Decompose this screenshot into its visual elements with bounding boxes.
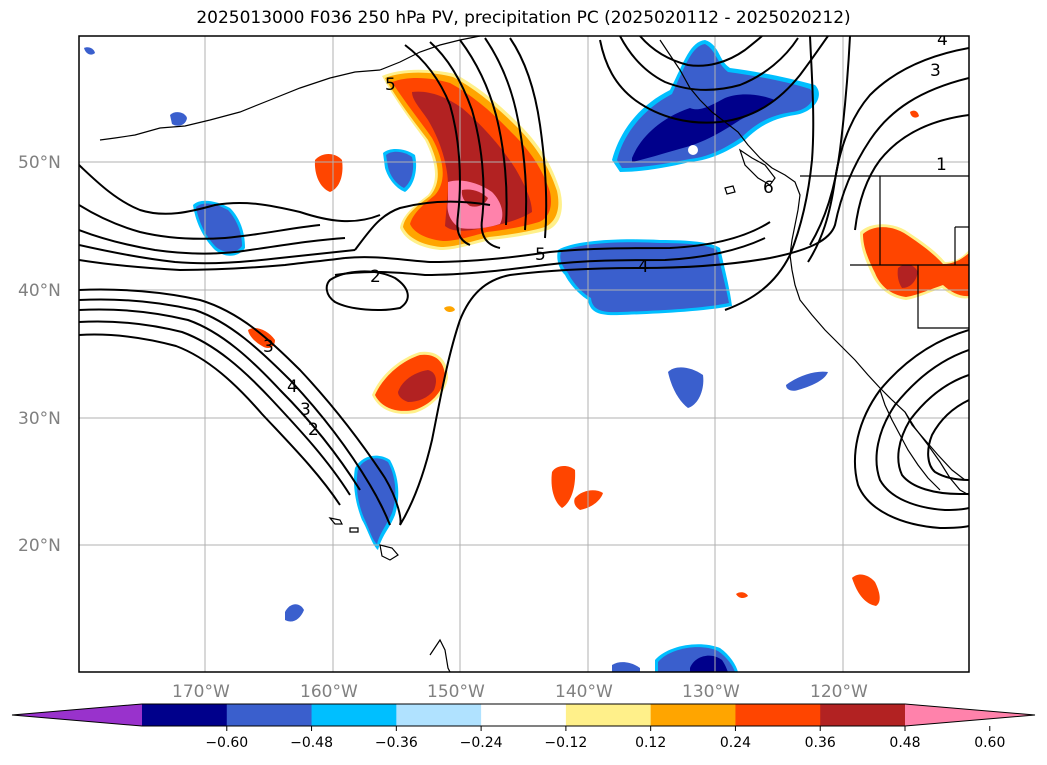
- lat-label-20n: 20°N: [18, 536, 61, 556]
- contour-label-3: 3: [300, 400, 311, 420]
- colorbar-segment: [226, 704, 313, 726]
- colorbar-tick-label: 0.12: [635, 735, 666, 751]
- colorbar-segment: [396, 704, 482, 726]
- contour-label-6: 6: [763, 178, 774, 198]
- colorbar: −0.60 −0.48 −0.36 −0.24 −0.12 0.12 0.24 0.36 0.4…: [11, 703, 1036, 751]
- colorbar-tick-label: −0.24: [460, 735, 503, 751]
- longitude-labels: 170°W 160°W 150°W 140°W 130°W 120°W: [172, 682, 868, 702]
- lon-label-120w: 120°W: [810, 682, 868, 702]
- contour-labels: 2 3 4 5 6 1 2 3 4 5 4 3: [263, 30, 948, 440]
- coastlines: [99, 36, 969, 672]
- colorbar-tick-label: 0.36: [805, 735, 836, 751]
- colorbar-extend-low: [12, 704, 142, 726]
- contour-label-3b: 3: [930, 61, 941, 81]
- contour-label-3c: 3: [263, 337, 274, 357]
- contour-label-1: 1: [936, 155, 947, 175]
- contour-label-2: 2: [370, 267, 381, 287]
- lat-label-40n: 40°N: [18, 281, 61, 301]
- colorbar-tick-label: −0.48: [290, 735, 333, 751]
- colorbar-tick-label: 0.24: [720, 735, 751, 751]
- lat-label-30n: 30°N: [18, 409, 61, 429]
- lon-label-130w: 130°W: [682, 682, 740, 702]
- colorbar-segment: [481, 704, 567, 726]
- colorbar-tick-label: −0.36: [375, 735, 418, 751]
- colorbar-segment: [142, 704, 228, 726]
- colorbar-outline: [11, 703, 1036, 727]
- grid-lines: [79, 36, 969, 672]
- lon-label-160w: 160°W: [300, 682, 358, 702]
- contour-label-4c: 4: [937, 30, 948, 50]
- colorbar-tick-label: −0.12: [544, 735, 587, 751]
- colorbar-segment: [565, 704, 652, 726]
- contour-label-4: 4: [287, 377, 298, 397]
- lon-label-140w: 140°W: [555, 682, 613, 702]
- contour-label-5: 5: [535, 245, 546, 265]
- colorbar-segment: [735, 704, 821, 726]
- colorbar-extend-high: [905, 704, 1035, 726]
- contour-label-2b: 2: [308, 420, 319, 440]
- map-title: 2025013000 F036 250 hPa PV, precipitatio…: [196, 8, 851, 28]
- lat-label-50n: 50°N: [18, 153, 61, 173]
- colorbar-segment: [650, 704, 736, 726]
- colorbar-segment: [311, 704, 397, 726]
- lon-label-150w: 150°W: [427, 682, 485, 702]
- colorbar-segment: [820, 704, 906, 726]
- map-frame: [78, 35, 970, 673]
- pv-contours: [79, 36, 969, 530]
- lon-label-170w: 170°W: [172, 682, 230, 702]
- contour-label-5b: 5: [385, 75, 396, 95]
- colorbar-tick-label: −0.60: [205, 735, 248, 751]
- colorbar-tick-label: 0.48: [889, 735, 920, 751]
- colorbar-tick-label: 0.60: [974, 735, 1005, 751]
- contour-label-4b: 4: [638, 257, 649, 277]
- latitude-labels: 50°N 40°N 30°N 20°N: [18, 153, 61, 556]
